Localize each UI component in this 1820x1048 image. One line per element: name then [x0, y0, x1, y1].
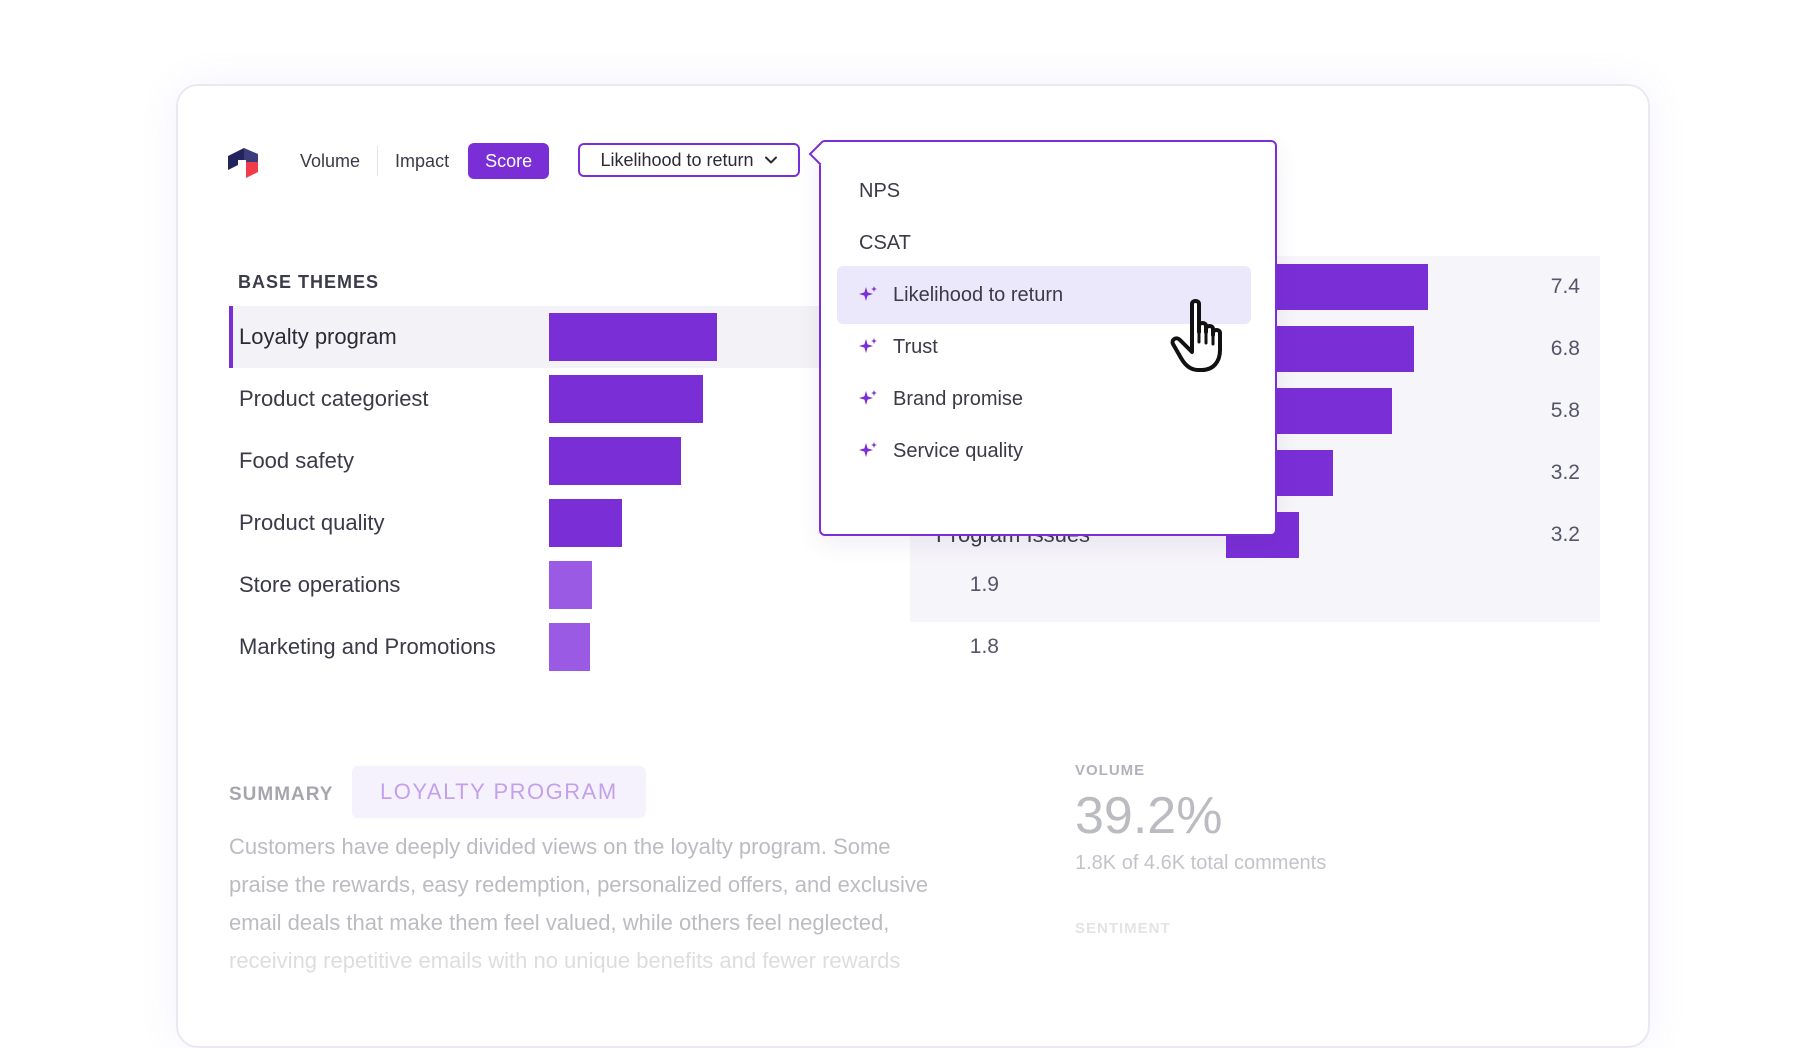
summary-label: SUMMARY	[229, 784, 334, 805]
menu-item-label: Brand promise	[893, 387, 1024, 410]
comparison-row-value: 3.2	[1550, 523, 1580, 546]
menu-item-brand-promise[interactable]: Brand promise	[837, 370, 1251, 428]
summary-section: SUMMARY LOYALTY PROGRAM Customers have d…	[229, 762, 1609, 1046]
theme-row-food-safety[interactable]: Food safety	[229, 430, 999, 492]
tab-volume[interactable]: Volume	[300, 150, 361, 171]
menu-item-likelihood-to-return[interactable]: Likelihood to return	[837, 266, 1251, 324]
theme-row-store-operations[interactable]: Store operations 1.9	[229, 554, 999, 616]
summary-theme-chip[interactable]: LOYALTY PROGRAM	[352, 766, 646, 818]
comparison-row: 6.8	[910, 318, 1600, 380]
menu-item-service-quality[interactable]: Service quality	[837, 422, 1251, 480]
tab-score[interactable]: Score	[468, 143, 550, 179]
sparkle-icon	[859, 442, 877, 457]
summary-line: receiving repetitive emails with no uniq…	[229, 948, 901, 973]
theme-score-value: 1.8	[969, 635, 999, 658]
comparison-row: 5.8	[910, 380, 1600, 442]
comparison-bar	[1260, 326, 1414, 372]
tab-divider	[377, 146, 379, 176]
summary-line: Customers have deeply divided views on t…	[229, 834, 891, 859]
theme-name: Loyalty program	[239, 324, 397, 349]
metric-select-value: Likelihood to return	[600, 149, 754, 170]
theme-name: Product categoriest	[239, 386, 429, 411]
comparison-row-value: 6.8	[1550, 337, 1580, 360]
theme-row-marketing-and-promotions[interactable]: Marketing and Promotions 1.8	[229, 616, 999, 678]
comparison-row: 7.4	[910, 256, 1600, 318]
menu-item-nps[interactable]: NPS	[837, 162, 1251, 220]
menu-item-label: CSAT	[859, 231, 911, 254]
volume-label: VOLUME	[1075, 762, 1146, 779]
comparison-row-value: 3.2	[1550, 461, 1580, 484]
theme-name: Marketing and Promotions	[239, 634, 496, 659]
theme-name: Store operations	[239, 572, 401, 597]
sparkle-icon	[859, 390, 877, 405]
volume-value: 39.2%	[1075, 787, 1223, 845]
chevron-down-icon	[764, 156, 777, 164]
base-themes-list: Loyalty program Product categoriest Food…	[229, 306, 999, 678]
theme-name: Food safety	[239, 448, 354, 473]
menu-item-label: Service quality	[893, 439, 1024, 462]
metric-select[interactable]: Likelihood to return	[578, 143, 800, 177]
menu-item-label: Trust	[893, 335, 938, 358]
summary-text: Customers have deeply divided views on t…	[229, 828, 969, 980]
theme-row-product-categoriest[interactable]: Product categoriest	[229, 368, 999, 430]
theme-score-value: 1.9	[969, 573, 999, 596]
menu-item-csat[interactable]: CSAT	[837, 214, 1251, 272]
theme-score-bar	[549, 561, 592, 609]
dashboard-card: Volume Impact Score Likelihood to return…	[176, 84, 1650, 1048]
comparison-bar	[1260, 264, 1428, 310]
brand-logo	[224, 142, 264, 182]
sparkle-icon	[859, 286, 877, 301]
theme-score-bar	[549, 437, 681, 485]
theme-score-bar	[549, 375, 703, 423]
theme-score-bar	[549, 499, 622, 547]
comparison-row-value: 7.4	[1550, 275, 1580, 298]
theme-row-product-quality[interactable]: Product quality	[229, 492, 999, 554]
view-tabs: Volume Impact Score	[283, 143, 550, 179]
summary-line: email deals that make them feel valued, …	[229, 910, 890, 935]
theme-score-bar	[549, 313, 717, 361]
theme-score-bar	[549, 623, 590, 671]
theme-name: Product quality	[239, 510, 385, 535]
menu-item-trust[interactable]: Trust	[837, 318, 1251, 376]
sentiment-label: SENTIMENT	[1075, 920, 1171, 937]
tab-impact[interactable]: Impact	[395, 150, 450, 171]
sparkle-icon	[859, 338, 877, 353]
comparison-row-value: 5.8	[1550, 399, 1580, 422]
logo-icon	[228, 148, 258, 178]
hand-pointer-icon	[1170, 299, 1222, 372]
menu-item-label: NPS	[859, 179, 901, 202]
comparison-bar	[1260, 388, 1392, 434]
volume-subtext: 1.8K of 4.6K total comments	[1075, 852, 1327, 874]
dropdown-pointer	[808, 142, 832, 166]
menu-item-label: Likelihood to return	[893, 283, 1064, 306]
base-themes-title: BASE THEMES	[238, 272, 380, 292]
summary-line: praise the rewards, easy redemption, per…	[229, 872, 929, 897]
